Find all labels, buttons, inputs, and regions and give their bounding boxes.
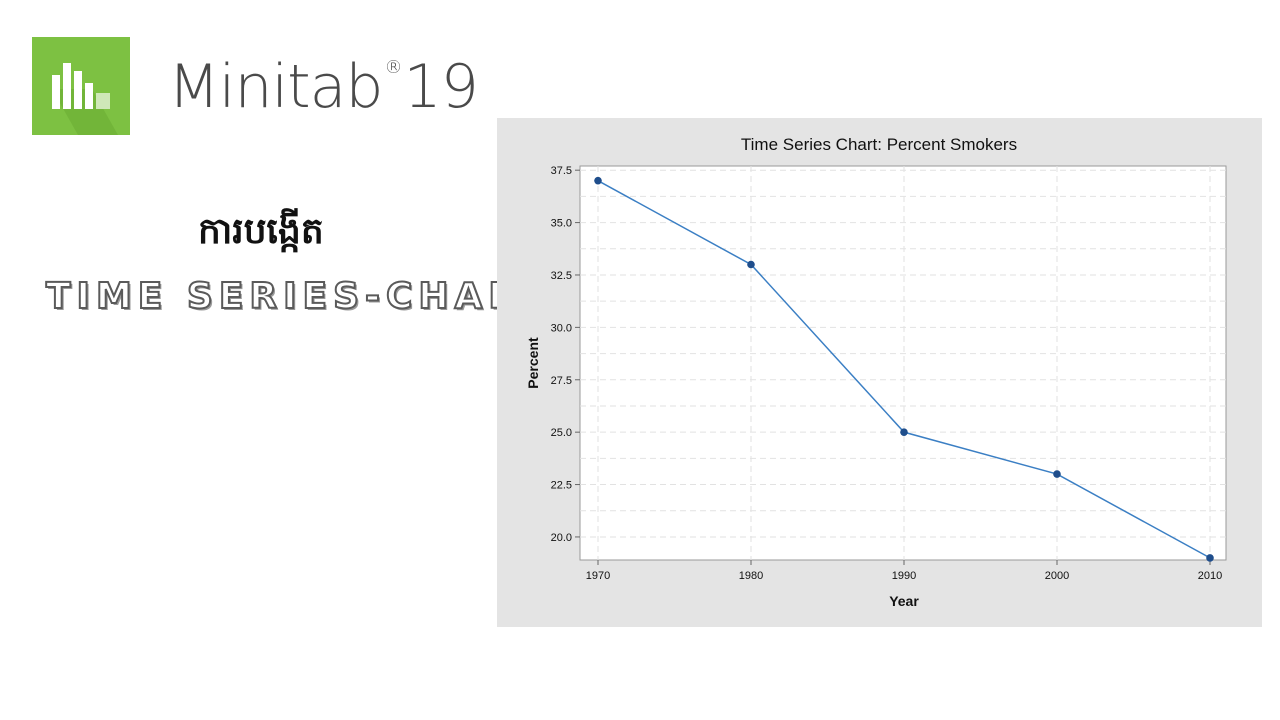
data-point: [594, 176, 602, 185]
data-point: [747, 260, 755, 269]
y-tick-label: 37.5: [551, 165, 572, 177]
data-point: [1053, 470, 1061, 478]
y-tick-label: 35.0: [551, 218, 572, 230]
chart-title: Time Series Chart: Percent Smokers: [741, 135, 1017, 154]
plot-area: [579, 165, 1227, 561]
subtitle: TIME SERIES-CHART: [45, 275, 552, 318]
y-tick-label: 22.5: [551, 480, 572, 492]
data-point: [1206, 554, 1214, 562]
x-tick-label: 2010: [1198, 570, 1222, 582]
khmer-title: ការបង្កើត: [198, 211, 324, 252]
y-tick-label: 25.0: [551, 427, 572, 439]
registered-mark: ®: [384, 57, 403, 78]
brand-wordmark: Minitab ®19: [168, 52, 479, 122]
y-axis-label: Percent: [525, 337, 541, 389]
minitab-bar-chart-icon: [52, 63, 118, 135]
minitab-logo-tile: [32, 37, 130, 135]
time-series-chart: 20.0 22.5 25.0 27.5 30.0 32.5 35.0 37.5 1970 1980…: [525, 135, 1227, 609]
y-tick-label: 27.5: [551, 375, 572, 387]
brand-name: Minitab: [168, 52, 384, 122]
y-tick-label: 30.0: [551, 322, 572, 334]
data-point: [900, 428, 908, 436]
brand-version: 19: [403, 52, 479, 122]
y-tick-label: 32.5: [551, 270, 572, 282]
y-tick-label: 20.0: [551, 532, 572, 544]
x-axis-label: Year: [889, 593, 919, 609]
chart-panel: 20.0 22.5 25.0 27.5 30.0 32.5 35.0 37.5 1970 1980…: [497, 118, 1262, 627]
x-tick-label: 1970: [586, 570, 610, 582]
x-tick-label: 1980: [739, 570, 763, 582]
x-tick-label: 2000: [1045, 570, 1069, 582]
x-tick-label: 1990: [892, 570, 916, 582]
